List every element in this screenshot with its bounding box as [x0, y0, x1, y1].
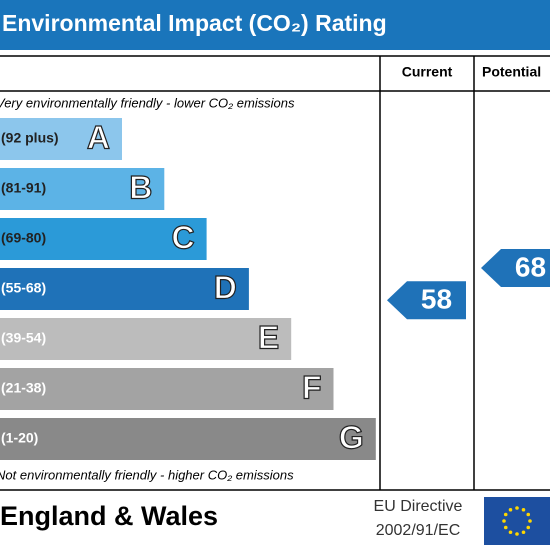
band-range: (81-91) [1, 180, 46, 196]
star [503, 512, 508, 517]
band-letter: F [302, 369, 322, 405]
directive: 2002/91/EC [376, 522, 461, 539]
rating-value: 68 [515, 251, 546, 282]
star [508, 530, 513, 535]
column-header: Potential [482, 64, 541, 80]
rating-arrow [387, 281, 466, 320]
band-letter: B [129, 169, 152, 205]
frame [0, 55, 550, 491]
column-header: Current [402, 64, 453, 80]
eu-flag [484, 497, 550, 545]
band-letter: D [214, 269, 237, 305]
band-letter: A [87, 119, 110, 155]
bottom-note: Not environmentally friendly - higher CO… [0, 467, 294, 482]
rating-arrow [481, 249, 550, 287]
band-bar [0, 318, 292, 360]
band-range: (92 plus) [1, 130, 59, 146]
star [526, 525, 531, 530]
chart-title: Environmental Impact (CO₂) Rating [2, 10, 387, 36]
star [521, 507, 526, 512]
star [528, 519, 532, 523]
band-range: (55-68) [1, 280, 46, 296]
band-range: (21-38) [1, 380, 46, 396]
band-letter: G [339, 419, 364, 455]
band-letter: C [171, 219, 194, 255]
star [515, 506, 519, 510]
band-range: (69-80) [1, 230, 46, 246]
star [521, 530, 526, 535]
band-bar [0, 368, 334, 410]
directive: EU Directive [374, 498, 463, 515]
band-range: (39-54) [1, 330, 46, 346]
band-bar [0, 418, 376, 460]
star [526, 512, 531, 517]
star [508, 507, 513, 512]
band-bar [0, 168, 165, 210]
star [515, 532, 519, 536]
band-bar [0, 118, 122, 160]
star [503, 525, 508, 530]
eu-stars [502, 506, 532, 536]
title-bar [0, 0, 550, 50]
top-note: Very environmentally friendly - lower CO… [0, 95, 295, 110]
region: England & Wales [0, 501, 218, 531]
band-letter: E [258, 319, 279, 355]
band-bar [0, 218, 207, 260]
star [502, 519, 506, 523]
rating-value: 58 [421, 284, 452, 315]
band-bar [0, 268, 249, 310]
band-range: (1-20) [1, 430, 38, 446]
